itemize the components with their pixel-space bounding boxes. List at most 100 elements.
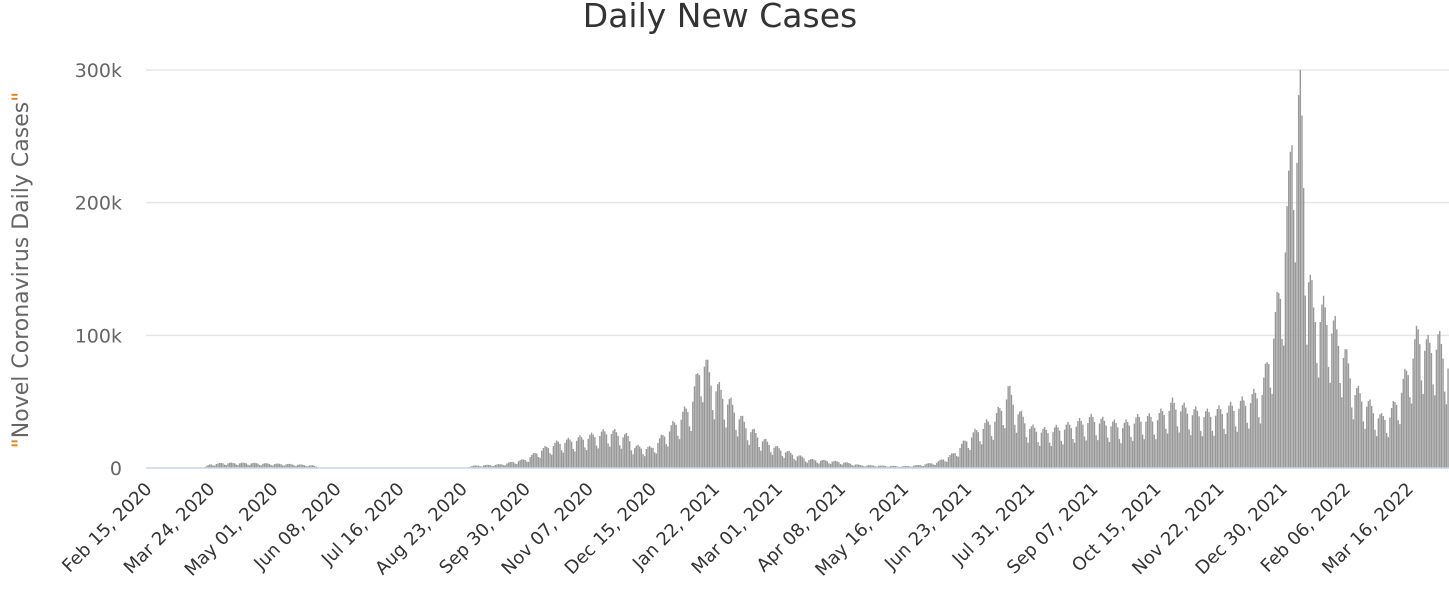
daily-case-bar [763,439,765,468]
daily-case-bar [1206,408,1209,468]
daily-case-bar [1219,409,1222,468]
daily-case-bar [819,460,822,468]
daily-case-bar [554,442,556,468]
daily-case-bar [1145,421,1147,468]
daily-case-bar [544,446,546,468]
daily-case-bar [1173,402,1175,468]
daily-case-bar [1075,426,1077,468]
daily-case-bar [929,463,931,468]
daily-case-bar [235,464,238,468]
daily-case-bar [803,458,805,468]
daily-case-bar [612,430,614,468]
daily-case-bar [1105,425,1107,468]
daily-case-bar [693,386,696,468]
daily-case-bar [657,443,659,468]
daily-case-bar [1384,419,1386,468]
daily-case-bar [989,424,991,468]
y-axis-label: "Novel Coronavirus Daily Cases" [9,92,34,449]
daily-case-bar [587,438,589,468]
daily-case-bar [1279,298,1282,468]
daily-case-bar [511,461,513,468]
daily-case-bar [775,446,777,468]
bar-series [204,70,1449,469]
daily-case-bar [848,463,850,468]
daily-case-bar [1000,410,1003,468]
daily-case-bar [481,466,483,468]
daily-case-bar [267,463,269,468]
daily-case-bar [956,456,958,468]
daily-case-bar [780,450,782,468]
daily-case-bar [1344,349,1346,468]
daily-case-bar [992,439,994,468]
daily-case-bar [1198,416,1200,468]
daily-case-bar [486,464,488,468]
daily-case-bar [1444,391,1446,468]
daily-case-bar [1112,421,1114,468]
daily-case-bar [788,450,790,468]
daily-case-bar [1110,426,1112,468]
daily-case-bar [858,464,860,468]
daily-case-bar [1286,206,1288,468]
daily-case-bar [1402,378,1404,468]
daily-case-bar [506,463,508,468]
daily-case-bar [1425,339,1428,468]
daily-case-bar [916,465,918,468]
daily-case-bar [625,432,628,468]
daily-case-bar [761,441,764,468]
daily-case-bar [1412,358,1414,468]
daily-case-bar [1045,430,1048,468]
daily-case-bar [1362,421,1365,468]
daily-case-bar [1301,115,1303,468]
daily-case-bar [1161,411,1164,468]
daily-case-bar [1264,363,1267,468]
daily-case-bar [1150,416,1152,468]
daily-case-bar [599,435,601,468]
daily-case-bar [1238,408,1240,468]
daily-case-bar [1306,344,1308,468]
daily-case-bar [1102,416,1104,468]
daily-case-bar [1176,426,1179,468]
daily-case-bar [575,440,578,468]
daily-case-bar [1095,435,1097,468]
daily-case-bar [1072,438,1074,468]
daily-case-bar [733,412,735,468]
daily-case-bar [305,466,307,468]
daily-case-bar [1296,162,1298,468]
daily-case-bar [730,397,732,468]
daily-case-bar [683,406,686,468]
daily-case-bar [1317,377,1320,468]
daily-case-bar [521,459,523,468]
daily-case-bar [715,391,717,468]
daily-case-bar [293,465,296,468]
daily-case-bar [1014,424,1016,468]
daily-case-bar [1181,405,1184,468]
daily-case-bar [1103,420,1106,468]
daily-case-bar [1083,436,1086,468]
daily-case-bar [1297,95,1300,469]
daily-case-bar [557,441,560,468]
daily-case-bar [773,447,775,468]
daily-case-bar [1080,420,1082,468]
daily-case-bar [1178,432,1180,468]
daily-case-bar [849,463,852,468]
daily-case-bar [1405,370,1408,468]
daily-case-bar [660,434,662,468]
daily-case-bar [243,462,246,468]
daily-case-bar [766,441,769,468]
daily-case-bar [524,460,526,468]
daily-case-bar [1434,395,1436,468]
daily-case-bar [781,455,784,468]
daily-case-bar [712,410,714,468]
daily-case-bar [1336,329,1338,468]
daily-case-bar [1005,399,1008,468]
daily-case-bar [1359,393,1361,468]
daily-case-bar [1125,419,1127,468]
daily-case-bar [1078,418,1081,468]
daily-case-bar [650,447,653,468]
daily-case-bar [560,450,563,468]
daily-case-bar [1417,329,1419,468]
daily-case-bar [516,464,518,468]
daily-case-bar [990,436,993,468]
daily-case-bar [285,464,287,468]
